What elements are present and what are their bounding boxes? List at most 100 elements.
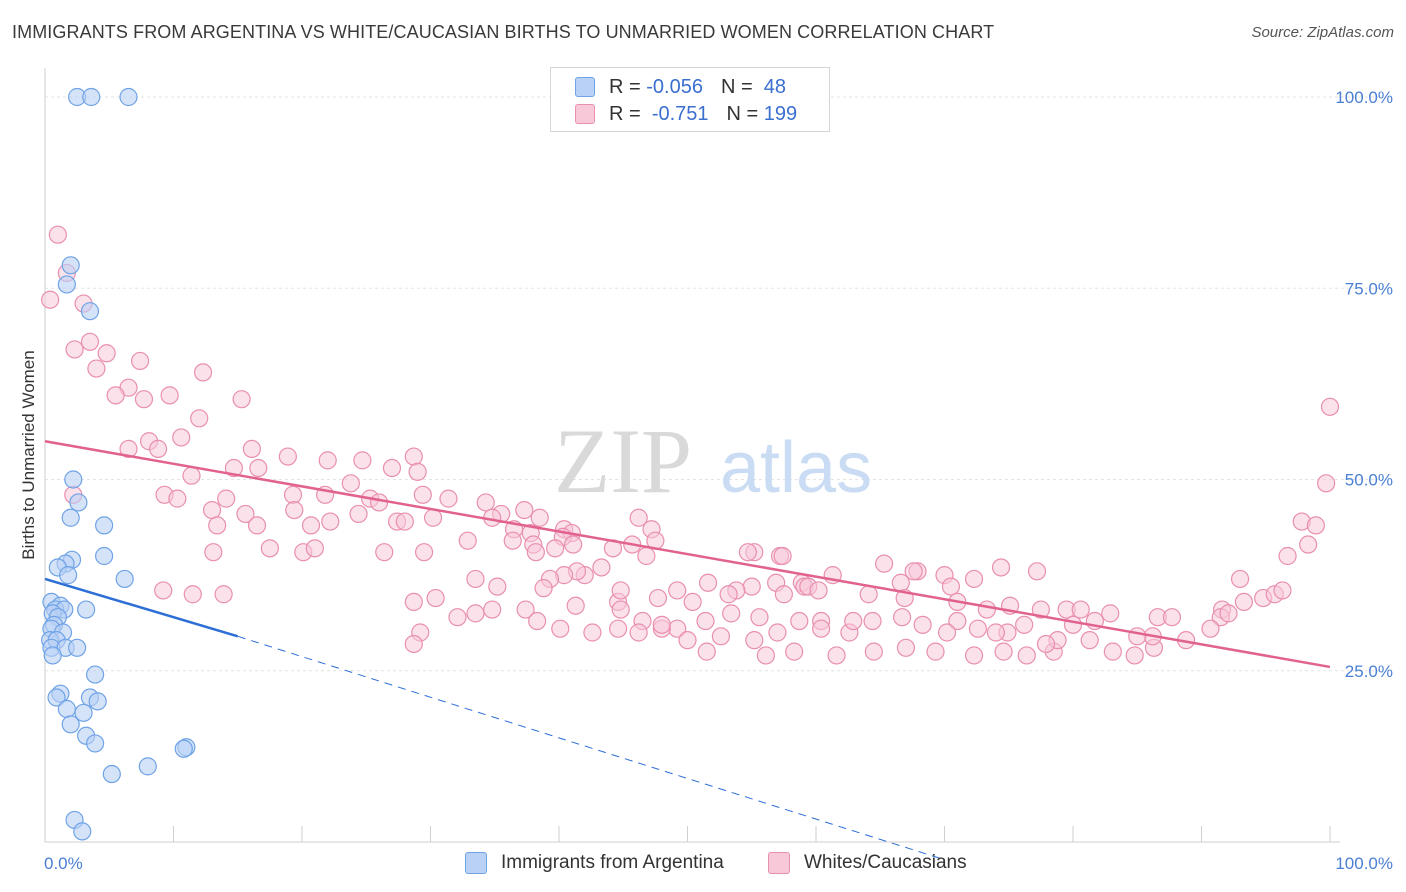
point-whites (426, 588, 445, 608)
point-whites (515, 501, 534, 520)
legend-swatch-blue (575, 77, 595, 97)
point-argentina (64, 470, 83, 489)
point-whites (756, 646, 775, 665)
point-argentina (115, 569, 134, 589)
x-tick-label: 0.0% (44, 854, 83, 873)
legend-r-value: -0.056 (646, 75, 703, 98)
point-argentina (74, 703, 93, 722)
point-whites (719, 585, 738, 604)
point-whites (404, 447, 423, 466)
trendline-argentina (44, 577, 239, 638)
point-whites (370, 493, 389, 512)
point-whites (172, 428, 191, 447)
chart-title: IMMIGRANTS FROM ARGENTINA VS WHITE/CAUCA… (12, 22, 995, 42)
point-whites (130, 351, 150, 371)
point-whites (827, 646, 846, 665)
point-whites (1080, 631, 1099, 650)
point-whites (697, 642, 716, 661)
y-axis-label: Births to Unmarried Women (19, 350, 38, 559)
point-whites (283, 485, 303, 504)
legend-r-label: R = (609, 102, 641, 125)
point-argentina (86, 734, 105, 753)
point-whites (41, 290, 60, 309)
point-whites (790, 611, 809, 631)
point-whites (48, 225, 67, 244)
point-whites (285, 501, 304, 520)
point-whites (1278, 546, 1297, 566)
watermark-atlas: atlas (720, 428, 872, 508)
point-argentina (80, 302, 100, 321)
point-argentina (68, 638, 87, 657)
legend-n-value: 48 (763, 75, 787, 98)
point-whites (1101, 604, 1120, 623)
y-tick-label: 75.0% (1345, 279, 1393, 298)
point-whites (1015, 615, 1034, 634)
point-argentina (86, 665, 105, 684)
point-whites (448, 608, 467, 627)
point-whites (611, 581, 630, 600)
point-whites (994, 642, 1013, 661)
point-whites (134, 390, 154, 409)
point-whites (526, 543, 545, 562)
point-whites (236, 504, 255, 524)
point-whites (204, 543, 223, 562)
point-whites (875, 554, 894, 573)
point-whites (742, 577, 761, 596)
point-whites (249, 458, 268, 478)
point-whites (896, 638, 916, 657)
point-whites (785, 642, 804, 661)
point-whites (891, 573, 910, 592)
point-whites (1320, 397, 1340, 416)
point-whites (305, 539, 324, 558)
point-whites (214, 585, 233, 604)
point-whites (503, 531, 522, 550)
point-whites (247, 516, 267, 535)
point-whites (458, 531, 477, 550)
point-whites (711, 627, 731, 646)
point-whites (1201, 619, 1220, 638)
point-whites (773, 546, 792, 566)
point-whites (977, 600, 997, 619)
point-whites (564, 535, 583, 554)
point-whites (382, 458, 402, 478)
trendline-whites (44, 440, 1331, 669)
point-whites (488, 577, 507, 596)
point-whites (809, 581, 828, 600)
point-whites (208, 516, 227, 535)
point-argentina (82, 87, 101, 107)
x-tick-label: 100.0% (1335, 854, 1393, 873)
point-argentina (57, 699, 76, 719)
point-whites (106, 386, 125, 405)
point-argentina (138, 757, 157, 776)
point-whites (404, 592, 423, 612)
point-whites (349, 504, 368, 524)
points-whites-caucasians (41, 225, 1340, 665)
y-tick-label: 100.0% (1335, 88, 1393, 107)
point-whites (301, 516, 321, 535)
point-whites (592, 558, 611, 577)
legend-row-argentina: R = -0.056 N = 48 (575, 74, 786, 100)
points-argentina (41, 87, 196, 841)
point-whites (1071, 600, 1090, 619)
point-whites (260, 539, 279, 558)
point-whites (892, 608, 912, 627)
point-argentina (95, 546, 114, 566)
point-argentina (88, 692, 107, 711)
point-whites (182, 466, 201, 485)
point-argentina (77, 600, 96, 619)
trendlines (44, 440, 1331, 861)
point-argentina (102, 764, 121, 784)
point-whites (1063, 615, 1083, 634)
legend-n-label: N = (720, 75, 753, 98)
point-whites (375, 543, 394, 562)
point-whites (629, 623, 648, 642)
point-whites (87, 359, 106, 378)
point-whites (859, 585, 878, 604)
point-whites (476, 493, 495, 512)
point-whites (652, 615, 671, 634)
point-whites (964, 646, 984, 665)
point-whites (160, 386, 179, 405)
point-whites (750, 608, 769, 627)
point-argentina (57, 275, 76, 294)
